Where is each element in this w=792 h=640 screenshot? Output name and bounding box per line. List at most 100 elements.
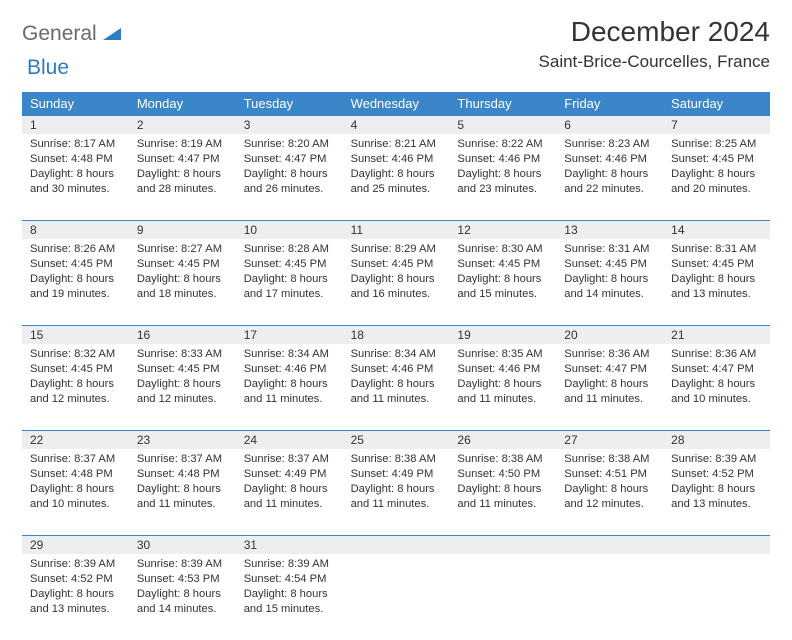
- day-number: 30: [129, 536, 236, 554]
- sunset-line: Sunset: 4:46 PM: [351, 152, 444, 167]
- sunset-line: Sunset: 4:47 PM: [671, 362, 764, 377]
- daylight-line: Daylight: 8 hours and 11 minutes.: [457, 377, 550, 407]
- sunset-line: Sunset: 4:45 PM: [30, 362, 123, 377]
- day-number: 15: [22, 326, 129, 344]
- sunrise-line: Sunrise: 8:37 AM: [244, 452, 337, 467]
- day-number: 18: [343, 326, 450, 344]
- daylight-line: Daylight: 8 hours and 18 minutes.: [137, 272, 230, 302]
- sunset-line: Sunset: 4:46 PM: [457, 152, 550, 167]
- day-cell: [449, 554, 556, 640]
- sunrise-line: Sunrise: 8:36 AM: [564, 347, 657, 362]
- weekday-label: Tuesday: [236, 92, 343, 116]
- day-cell: Sunrise: 8:17 AMSunset: 4:48 PMDaylight:…: [22, 134, 129, 220]
- day-cell: Sunrise: 8:39 AMSunset: 4:52 PMDaylight:…: [663, 449, 770, 535]
- sunrise-line: Sunrise: 8:37 AM: [30, 452, 123, 467]
- day-cell: Sunrise: 8:22 AMSunset: 4:46 PMDaylight:…: [449, 134, 556, 220]
- sunset-line: Sunset: 4:46 PM: [244, 362, 337, 377]
- sunset-line: Sunset: 4:45 PM: [564, 257, 657, 272]
- sunrise-line: Sunrise: 8:39 AM: [137, 557, 230, 572]
- title-month: December 2024: [539, 16, 770, 48]
- sunrise-line: Sunrise: 8:38 AM: [351, 452, 444, 467]
- day-cell: Sunrise: 8:20 AMSunset: 4:47 PMDaylight:…: [236, 134, 343, 220]
- day-number: 13: [556, 221, 663, 239]
- day-cell: Sunrise: 8:37 AMSunset: 4:48 PMDaylight:…: [129, 449, 236, 535]
- day-number: 11: [343, 221, 450, 239]
- day-number: 20: [556, 326, 663, 344]
- daylight-line: Daylight: 8 hours and 14 minutes.: [564, 272, 657, 302]
- day-cell: Sunrise: 8:28 AMSunset: 4:45 PMDaylight:…: [236, 239, 343, 325]
- sunset-line: Sunset: 4:45 PM: [137, 362, 230, 377]
- day-cell: Sunrise: 8:26 AMSunset: 4:45 PMDaylight:…: [22, 239, 129, 325]
- sunrise-line: Sunrise: 8:25 AM: [671, 137, 764, 152]
- sunrise-line: Sunrise: 8:34 AM: [351, 347, 444, 362]
- daylight-line: Daylight: 8 hours and 20 minutes.: [671, 167, 764, 197]
- weekday-header: SundayMondayTuesdayWednesdayThursdayFrid…: [22, 92, 770, 116]
- sunrise-line: Sunrise: 8:32 AM: [30, 347, 123, 362]
- day-number: 14: [663, 221, 770, 239]
- weekday-label: Thursday: [449, 92, 556, 116]
- sunrise-line: Sunrise: 8:30 AM: [457, 242, 550, 257]
- daylight-line: Daylight: 8 hours and 22 minutes.: [564, 167, 657, 197]
- sunrise-line: Sunrise: 8:34 AM: [244, 347, 337, 362]
- day-number: 5: [449, 116, 556, 134]
- sunset-line: Sunset: 4:54 PM: [244, 572, 337, 587]
- sunset-line: Sunset: 4:45 PM: [351, 257, 444, 272]
- sunrise-line: Sunrise: 8:38 AM: [564, 452, 657, 467]
- day-number: 28: [663, 431, 770, 449]
- weekday-label: Sunday: [22, 92, 129, 116]
- logo: General: [22, 16, 124, 46]
- day-number: 26: [449, 431, 556, 449]
- day-cell: Sunrise: 8:21 AMSunset: 4:46 PMDaylight:…: [343, 134, 450, 220]
- daylight-line: Daylight: 8 hours and 12 minutes.: [564, 482, 657, 512]
- day-number: 24: [236, 431, 343, 449]
- sunrise-line: Sunrise: 8:39 AM: [671, 452, 764, 467]
- sunrise-line: Sunrise: 8:31 AM: [671, 242, 764, 257]
- sunset-line: Sunset: 4:46 PM: [351, 362, 444, 377]
- day-number: 19: [449, 326, 556, 344]
- sunset-line: Sunset: 4:46 PM: [564, 152, 657, 167]
- sunrise-line: Sunrise: 8:17 AM: [30, 137, 123, 152]
- day-cell: Sunrise: 8:38 AMSunset: 4:50 PMDaylight:…: [449, 449, 556, 535]
- day-number: 25: [343, 431, 450, 449]
- daylight-line: Daylight: 8 hours and 11 minutes.: [244, 482, 337, 512]
- day-cell: Sunrise: 8:19 AMSunset: 4:47 PMDaylight:…: [129, 134, 236, 220]
- sunrise-line: Sunrise: 8:36 AM: [671, 347, 764, 362]
- calendar: SundayMondayTuesdayWednesdayThursdayFrid…: [22, 92, 770, 640]
- day-cell: Sunrise: 8:31 AMSunset: 4:45 PMDaylight:…: [556, 239, 663, 325]
- daylight-line: Daylight: 8 hours and 12 minutes.: [137, 377, 230, 407]
- sunset-line: Sunset: 4:48 PM: [30, 467, 123, 482]
- day-number: 17: [236, 326, 343, 344]
- day-number: 23: [129, 431, 236, 449]
- sunset-line: Sunset: 4:50 PM: [457, 467, 550, 482]
- daylight-line: Daylight: 8 hours and 11 minutes.: [457, 482, 550, 512]
- daylight-line: Daylight: 8 hours and 11 minutes.: [351, 377, 444, 407]
- sunset-line: Sunset: 4:47 PM: [244, 152, 337, 167]
- day-cell: Sunrise: 8:34 AMSunset: 4:46 PMDaylight:…: [236, 344, 343, 430]
- day-number: 2: [129, 116, 236, 134]
- daylight-line: Daylight: 8 hours and 15 minutes.: [244, 587, 337, 617]
- sunset-line: Sunset: 4:45 PM: [244, 257, 337, 272]
- daylight-line: Daylight: 8 hours and 23 minutes.: [457, 167, 550, 197]
- sunrise-line: Sunrise: 8:22 AM: [457, 137, 550, 152]
- sunrise-line: Sunrise: 8:26 AM: [30, 242, 123, 257]
- sunset-line: Sunset: 4:52 PM: [30, 572, 123, 587]
- weekday-label: Saturday: [663, 92, 770, 116]
- sunrise-line: Sunrise: 8:35 AM: [457, 347, 550, 362]
- daylight-line: Daylight: 8 hours and 15 minutes.: [457, 272, 550, 302]
- day-cell: Sunrise: 8:37 AMSunset: 4:48 PMDaylight:…: [22, 449, 129, 535]
- sunset-line: Sunset: 4:47 PM: [564, 362, 657, 377]
- day-number: 12: [449, 221, 556, 239]
- daylight-line: Daylight: 8 hours and 13 minutes.: [30, 587, 123, 617]
- daylight-line: Daylight: 8 hours and 10 minutes.: [671, 377, 764, 407]
- sunset-line: Sunset: 4:48 PM: [137, 467, 230, 482]
- day-number: 21: [663, 326, 770, 344]
- weekday-label: Wednesday: [343, 92, 450, 116]
- logo-text-blue: Blue: [27, 56, 69, 79]
- sunrise-line: Sunrise: 8:23 AM: [564, 137, 657, 152]
- sunset-line: Sunset: 4:53 PM: [137, 572, 230, 587]
- sunset-line: Sunset: 4:45 PM: [671, 152, 764, 167]
- daylight-line: Daylight: 8 hours and 12 minutes.: [30, 377, 123, 407]
- day-cell: Sunrise: 8:36 AMSunset: 4:47 PMDaylight:…: [663, 344, 770, 430]
- daylight-line: Daylight: 8 hours and 19 minutes.: [30, 272, 123, 302]
- day-number: 31: [236, 536, 343, 554]
